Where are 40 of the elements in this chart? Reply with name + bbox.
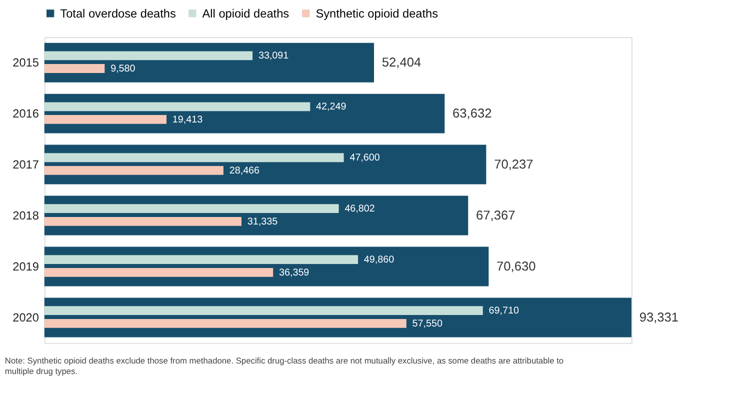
data-label: 46,802 [344,204,375,215]
data-label: 42,249 [316,102,347,113]
data-label: 52,404 [382,54,422,70]
data-label: 70,237 [494,156,534,172]
bar [44,318,406,328]
y-tick-label: 2018 [12,208,40,222]
data-label: 36,359 [279,267,310,278]
bar [44,166,224,175]
bar [44,153,344,162]
y-tick-label: 2020 [12,310,40,324]
data-label: 93,331 [639,309,679,324]
bar [44,216,242,226]
data-label: 33,091 [258,50,289,62]
bar [44,102,310,112]
text: Note: Synthetic opioid deaths exclude those from methadone. Specific drug-class deaths are not mutually exclusive, as some deaths are attributable to multiple drug types. [4,356,564,376]
data-label: 28,466 [229,165,260,176]
bar [44,306,483,315]
data-label: 67,367 [476,207,516,222]
y-tick-label: 2016 [12,106,40,121]
data-label: 70,630 [496,258,536,274]
bar [44,64,105,73]
bar [44,255,358,264]
bar [44,51,253,60]
legend-label: All opioid deaths [202,6,290,20]
y-tick-label: 2017 [12,157,39,172]
data-label: 49,860 [364,254,395,266]
y-tick-label: 2019 [12,259,40,274]
data-label: 31,335 [247,216,278,228]
data-label: 19,413 [172,114,204,126]
bar [44,115,167,124]
data-label: 9,580 [110,63,136,74]
bar [44,268,274,277]
data-label: 47,600 [350,152,380,164]
y-tick-label: 2015 [12,56,40,70]
data-label: 57,550 [412,318,443,330]
data-label: 69,710 [488,306,520,317]
bar [44,204,339,214]
data-label: 63,632 [452,106,492,121]
legend-label: Synthetic opioid deaths [316,6,438,20]
legend-label: Total overdose deaths [60,6,176,20]
